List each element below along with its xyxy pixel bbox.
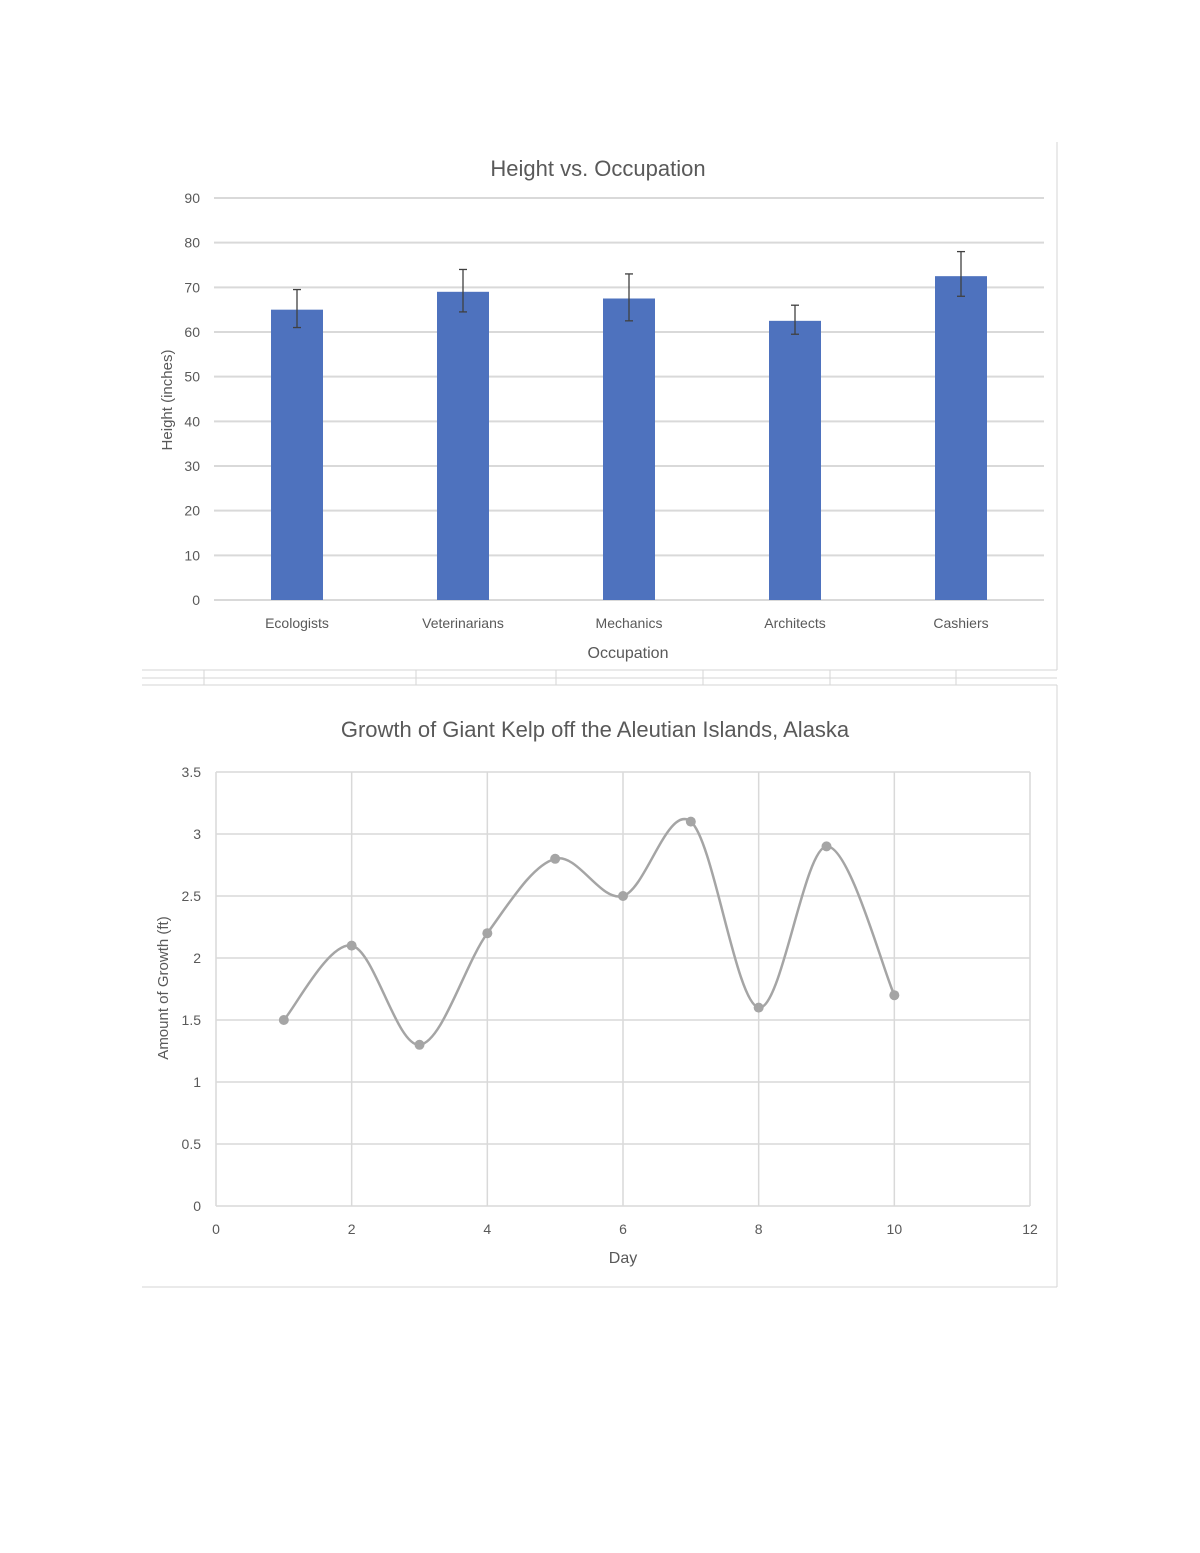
x-tick-label: Cashiers <box>933 615 988 631</box>
y-tick-label: 80 <box>184 235 200 251</box>
x-tick-label: 2 <box>348 1221 356 1237</box>
y-tick-label: 3.5 <box>182 764 202 780</box>
y-tick-label: 30 <box>184 458 200 474</box>
y-tick-label: 3 <box>193 826 201 842</box>
x-tick-label: 6 <box>619 1221 627 1237</box>
y-tick-label: 90 <box>184 190 200 206</box>
y-tick-label: 1.5 <box>182 1012 202 1028</box>
data-point <box>618 891 628 901</box>
bar-cashiers <box>935 276 987 600</box>
bar-architects <box>769 320 821 600</box>
y-tick-label: 70 <box>184 279 200 295</box>
data-point <box>753 1002 764 1013</box>
y-axis-ticks: 0 10 20 30 40 50 60 70 80 90 <box>184 190 200 608</box>
data-point <box>482 928 493 939</box>
y-tick-label: 50 <box>184 369 200 385</box>
data-point <box>346 940 357 951</box>
series-line <box>282 817 896 1047</box>
line-chart-giant-kelp-growth: Growth of Giant Kelp off the Aleutian Is… <box>142 685 1058 1288</box>
bar-mechanics <box>603 298 655 600</box>
bar-veterinarians <box>437 291 489 600</box>
error-bars <box>293 250 965 335</box>
bar-ecologists <box>271 309 323 600</box>
y-tick-label: 60 <box>184 324 200 340</box>
y-tick-label: 0 <box>193 1198 201 1214</box>
data-point <box>821 841 832 852</box>
x-axis-label: Day <box>609 1250 637 1267</box>
data-points <box>278 816 900 1050</box>
x-tick-label: Architects <box>764 615 825 631</box>
y-tick-label: 40 <box>184 413 200 429</box>
x-tick-label: Mechanics <box>596 615 663 631</box>
x-tick-label: 12 <box>1022 1221 1038 1237</box>
y-tick-label: 0 <box>192 592 200 608</box>
data-point <box>550 853 561 864</box>
y-tick-label: 1 <box>193 1074 201 1090</box>
x-axis-ticks: 0 2 4 6 8 10 12 <box>212 1221 1038 1237</box>
y-axis-label: Amount of Growth (ft) <box>155 916 172 1059</box>
data-point <box>414 1039 425 1050</box>
data-point <box>889 990 900 1001</box>
data-point <box>685 816 696 827</box>
y-tick-label: 10 <box>184 547 200 563</box>
x-tick-label: 4 <box>483 1221 491 1237</box>
x-axis-label: Occupation <box>588 645 669 662</box>
y-tick-label: 2 <box>193 950 201 966</box>
chart-title: Height vs. Occupation <box>490 156 705 181</box>
data-point <box>278 1015 289 1025</box>
bars <box>271 276 987 600</box>
y-axis-label: Height (inches) <box>159 350 176 451</box>
sheet-separator <box>142 670 1057 686</box>
x-tick-label: Ecologists <box>265 615 329 631</box>
y-tick-label: 2.5 <box>182 888 202 904</box>
x-tick-label: Veterinarians <box>422 615 504 631</box>
y-axis-ticks: 0 0.5 1 1.5 2 2.5 3 3.5 <box>182 764 202 1214</box>
y-tick-label: 0.5 <box>182 1136 202 1152</box>
gridlines <box>215 771 1031 1207</box>
x-tick-label: 8 <box>755 1221 763 1237</box>
x-tick-label: 0 <box>212 1221 220 1237</box>
x-tick-label: 10 <box>887 1221 903 1237</box>
bar-chart-height-vs-occupation: Height vs. Occupation 0 10 20 30 40 50 60 70 80 9… <box>142 142 1058 671</box>
chart-title: Growth of Giant Kelp off the Aleutian Is… <box>341 717 850 742</box>
y-tick-label: 20 <box>184 503 200 519</box>
x-axis-ticks: Ecologists Veterinarians Mechanics Architec… <box>265 615 989 631</box>
